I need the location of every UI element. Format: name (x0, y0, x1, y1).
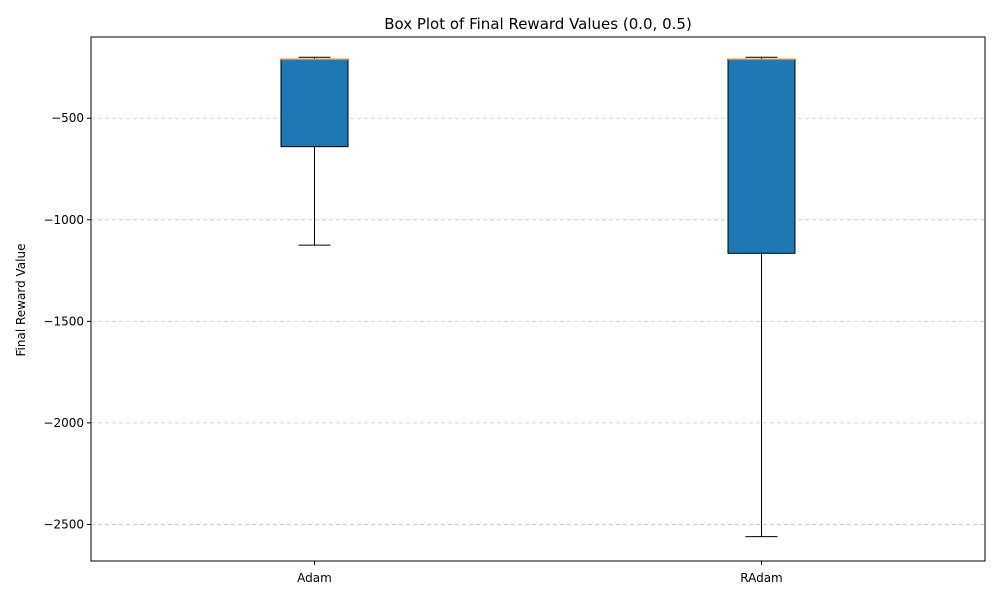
box-adam (280, 56, 349, 246)
x-tick-label: RAdam (740, 571, 783, 585)
y-tick-label: −1000 (43, 213, 84, 227)
y-tick-label: −2000 (43, 416, 84, 430)
x-axis-ticks: Adam RAdam (297, 561, 783, 585)
y-gridlines (91, 117, 985, 525)
chart-title: Box Plot of Final Reward Values (0.0, 0.… (384, 15, 692, 33)
plot-frame (90, 36, 986, 562)
x-tick-label: Adam (297, 571, 332, 585)
y-tick-label: −1500 (43, 314, 84, 328)
box-body (280, 58, 349, 148)
y-axis-label: Final Reward Value (14, 244, 28, 357)
box-body (727, 58, 796, 254)
y-tick-label: −500 (51, 111, 84, 125)
boxes (280, 56, 796, 538)
y-axis-ticks: −500 −1000 −1500 −2000 −2500 (43, 111, 91, 531)
box-radam (727, 56, 796, 538)
y-tick-label: −2500 (43, 517, 84, 531)
